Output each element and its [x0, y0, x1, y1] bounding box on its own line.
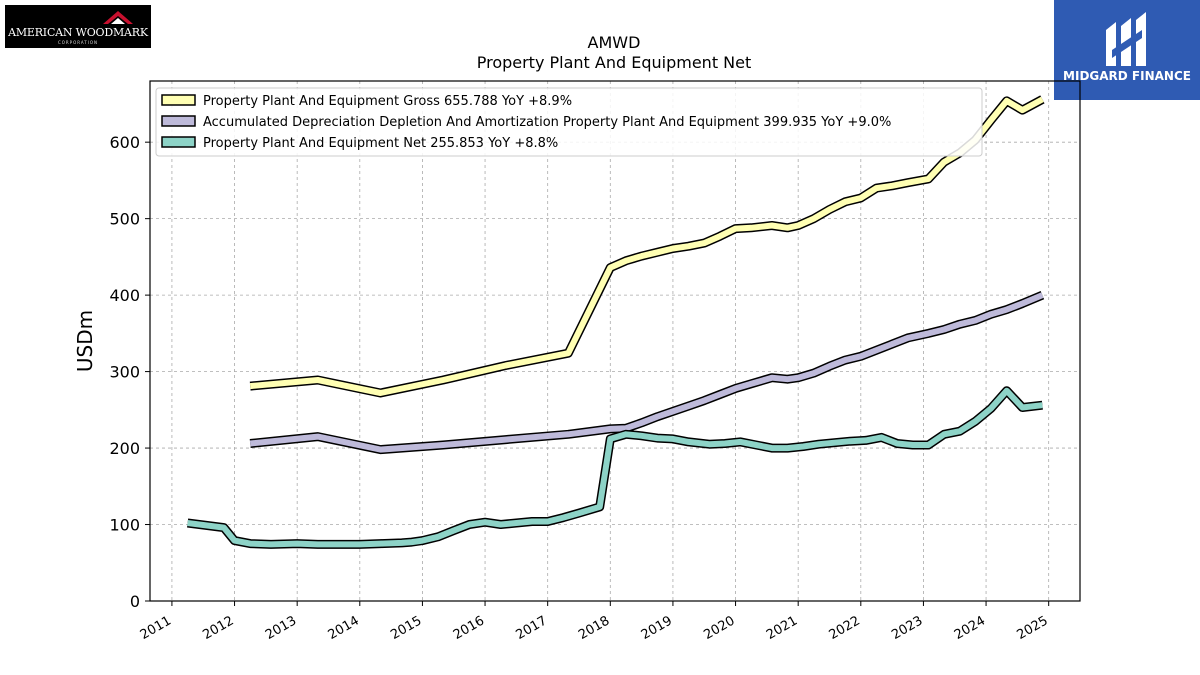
midgard-finance-logo: MIDGARD FINANCE [1054, 0, 1200, 100]
y-axis-label: USDm [73, 310, 97, 372]
y-tick-label: 0 [130, 592, 140, 611]
y-tick-label: 400 [109, 286, 140, 305]
y-tick-label: 500 [109, 210, 140, 229]
series-line-outline-2 [187, 386, 1043, 549]
american-woodmark-logo: AMERICAN WOODMARK CORPORATION [5, 5, 151, 48]
midgard-emblem-icon [1106, 12, 1146, 66]
plot-frame [149, 80, 1081, 602]
x-axis: 2011 2012 2013 2014 2015 2016 2017 2018 2019 2020… [138, 601, 1051, 643]
legend-swatch [161, 115, 196, 127]
x-tick-label: 2024 [952, 613, 988, 643]
roof-icon [103, 11, 133, 24]
x-tick-label: 2021 [764, 613, 800, 643]
x-tick-label: 2014 [326, 613, 362, 643]
x-tick-label: 2023 [889, 613, 925, 643]
x-tick-label: 2020 [701, 613, 737, 643]
series-line-1 [249, 292, 1044, 453]
x-tick-label: 2015 [388, 613, 424, 643]
left-logo-subtitle: CORPORATION [57, 40, 99, 45]
y-tick-label: 300 [109, 363, 140, 382]
legend-label: Accumulated Depreciation Depletion And A… [203, 115, 891, 130]
x-tick-label: 2025 [1015, 613, 1051, 643]
y-tick-label: 200 [109, 439, 140, 458]
legend-swatch [161, 136, 196, 148]
legend-label: Property Plant And Equipment Net 255.853… [203, 136, 558, 151]
legend-label: Property Plant And Equipment Gross 655.7… [203, 94, 572, 109]
x-tick-label: 2022 [827, 613, 863, 643]
legend: Property Plant And Equipment Gross 655.7… [155, 87, 983, 157]
legend-box [155, 87, 983, 157]
chart-title: AMWD [588, 33, 641, 52]
y-tick-label: 100 [109, 516, 140, 535]
series-line-0 [249, 96, 1044, 396]
x-tick-label: 2017 [514, 613, 550, 643]
x-tick-label: 2013 [263, 613, 299, 643]
right-logo-name: MIDGARD FINANCE [1063, 69, 1191, 83]
x-tick-label: 2011 [138, 613, 174, 643]
legend-swatch [161, 94, 196, 106]
series-lines [187, 95, 1045, 549]
x-tick-label: 2012 [200, 613, 236, 643]
left-logo-name: AMERICAN WOODMARK [8, 26, 148, 39]
series-line-outline-1 [249, 290, 1045, 455]
x-tick-label: 2019 [639, 613, 675, 643]
y-axis: 0 100 200 300 400 500 600 [109, 133, 150, 611]
y-tick-label: 600 [109, 133, 140, 152]
grid [150, 81, 1080, 602]
series-line-2 [187, 387, 1043, 548]
x-tick-label: 2018 [576, 613, 612, 643]
x-tick-label: 2016 [451, 613, 487, 643]
chart-subtitle: Property Plant And Equipment Net [477, 53, 752, 72]
